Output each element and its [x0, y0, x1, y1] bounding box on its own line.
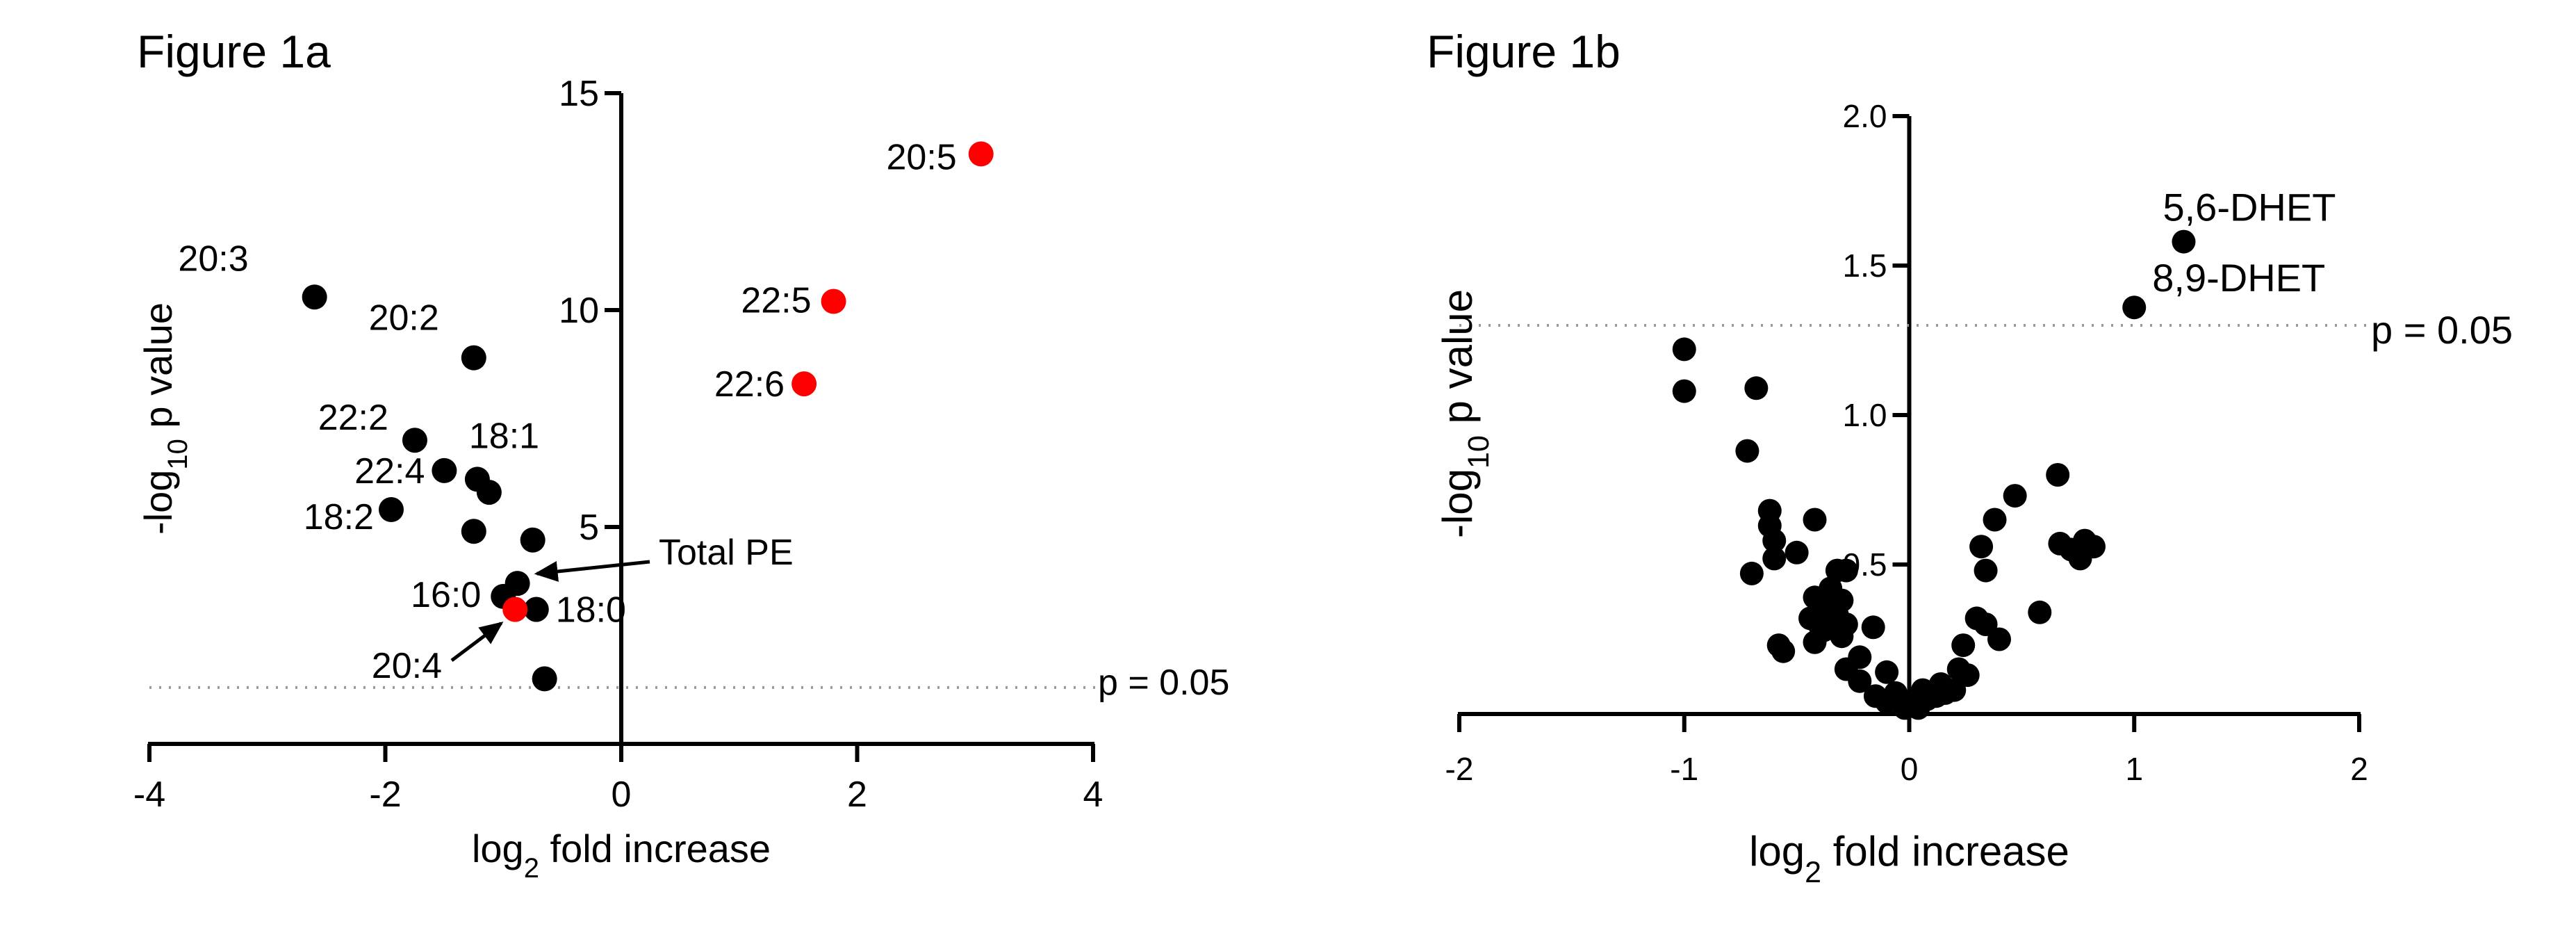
fig1a-y-tick-label: 10 [559, 291, 599, 331]
fig1b-data-point [1974, 558, 1998, 583]
fig1b-data-point [1785, 540, 1809, 565]
fig1b-data-point [1803, 508, 1827, 532]
fig1b-data-point [1803, 630, 1827, 654]
fig1a-data-point [520, 527, 545, 553]
fig1b-x-tick-label: 0 [1901, 751, 1919, 787]
fig1b-data-point [2028, 600, 2052, 624]
fig1b-data-point [2081, 535, 2106, 559]
fig1b-data-point [1983, 508, 2007, 532]
fig1b-data-point [1739, 561, 1764, 585]
fig1a-data-point [432, 457, 457, 483]
fig1a-data-point [523, 597, 549, 622]
fig1a-x-tick-label: 2 [847, 774, 867, 815]
fig1a-point-label: 22:2 [318, 398, 388, 438]
fig1a-data-point [461, 345, 486, 371]
fig1b-y-axis-label: -log10 p value [1434, 289, 1495, 538]
fig1b-data-point [1861, 615, 1885, 640]
fig1b-y-tick-label: 1.5 [1843, 248, 1887, 284]
fig1a-point-label: 22:5 [741, 281, 811, 321]
figure-1b: Figure 1b -2 -1 0 1 20.51.01.52.0p = 0.05log… [1427, 26, 2513, 889]
fig1a-point-label: 18:1 [469, 416, 539, 456]
fig1a-point-label: 20:2 [369, 298, 439, 339]
fig1a-data-point [378, 497, 404, 523]
fig1b-data-point [2172, 229, 2196, 254]
fig1b-data-point [2046, 463, 2070, 487]
fig1b-data-point [1848, 669, 1872, 693]
fig1a-x-tick-label: 0 [612, 774, 632, 815]
fig1b-data-point [1875, 690, 1899, 714]
fig1b-threshold-label: p = 0.05 [2371, 308, 2513, 352]
fig1a-x-axis-label: log2 fold increase [472, 827, 771, 884]
fig1a-total-pe-annotation: Total PE [659, 533, 794, 573]
fig1a-20-4-annotation: 20:4 [372, 646, 442, 686]
fig1a-y-tick-label: 5 [579, 508, 599, 548]
fig1a-point-label: 22:4 [354, 451, 425, 492]
fig1b-point-label: 5,6-DHET [2163, 186, 2336, 229]
fig1b-data-point [1762, 546, 1787, 571]
fig1b-data-point [1987, 627, 2011, 651]
fig1b-data-point [1834, 558, 1858, 583]
fig1a-20-4-arrow [450, 622, 504, 662]
fig1a-data-point [791, 371, 817, 397]
fig1b-data-point [1735, 439, 1759, 463]
fig1b-data-point [1744, 376, 1769, 400]
fig1b-point-label: 8,9-DHET [2152, 256, 2325, 300]
fig1a-y-tick-label: 15 [559, 74, 599, 114]
fig1b-data-point [2003, 484, 2027, 508]
fig1a-data-point [821, 289, 846, 314]
fig1b-data-point [1830, 624, 1854, 649]
fig1b-data-point [1771, 639, 1796, 663]
fig1b-y-tick-label: 2.0 [1843, 98, 1887, 134]
fig1b-data-point [2122, 295, 2147, 320]
fig1b-x-tick-label: -1 [1670, 751, 1698, 787]
fig1a-point-label: 20:3 [178, 238, 248, 279]
fig1a-data-point [402, 428, 427, 453]
fig1b-data-point [1672, 379, 1696, 403]
fig1a-point-label: 20:5 [887, 137, 957, 177]
fig1a-x-tick-label: -4 [133, 774, 165, 815]
fig1a-data-point [302, 284, 327, 310]
fig1a-data-point [461, 519, 486, 544]
fig1a-data-point [968, 141, 994, 167]
fig1a-data-point [476, 480, 502, 505]
fig1b-data-point [1762, 528, 1787, 553]
fig1b-data-point [1951, 633, 1976, 658]
figure-1a-title: Figure 1a [137, 26, 331, 77]
fig1b-data-point [1969, 535, 1994, 559]
fig1b-x-axis-label: log2 fold increase [1749, 828, 2069, 889]
fig1b-data-point [1807, 612, 1831, 636]
fig1a-y-axis-label: -log10 p value [136, 302, 193, 535]
fig1a-x-tick-label: 4 [1083, 774, 1104, 815]
fig1a-threshold-label: p = 0.05 [1098, 663, 1229, 703]
figure-1a: Figure 1a -4 -2 0 2 4 5 10 15 p = 0.05 log2 fold … [133, 26, 1230, 884]
fig1b-y-tick-label: 1.0 [1843, 397, 1887, 433]
fig1a-point-label: 22:6 [714, 364, 785, 405]
fig1b-data-point [1672, 337, 1696, 362]
fig1b-x-tick-label: 1 [2125, 751, 2143, 787]
fig1b-data-point [1955, 663, 1980, 688]
figure-1b-title: Figure 1b [1427, 26, 1621, 77]
fig1a-data-point [532, 666, 557, 692]
fig1b-x-tick-label: -2 [1445, 751, 1474, 787]
fig1a-total-pe-arrow [534, 560, 650, 582]
fig1a-x-tick-label: -2 [369, 774, 401, 815]
fig1a-data-point [502, 597, 528, 622]
fig1b-data-point [1875, 660, 1899, 684]
fig1a-point-label: 18:2 [304, 497, 374, 537]
fig1a-point-label: 16:0 [411, 575, 481, 615]
fig1b-x-tick-label: 2 [2350, 751, 2368, 787]
fig1a-point-label: 18:0 [556, 590, 626, 631]
